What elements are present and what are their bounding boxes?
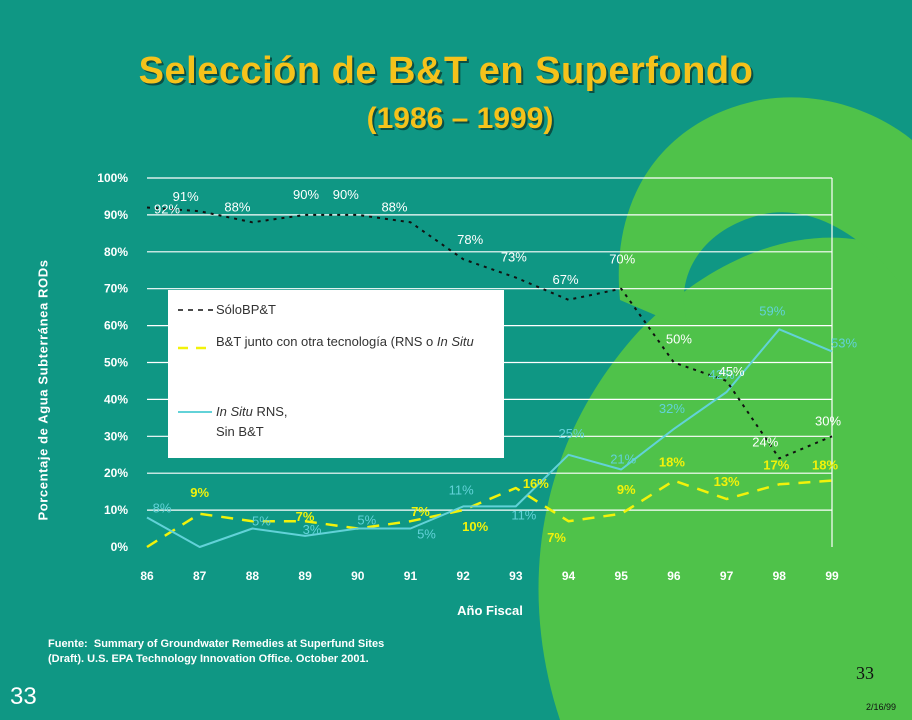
data-label-bt_rns: 18% <box>812 458 838 473</box>
data-label-bt_rns: 10% <box>462 519 488 534</box>
y-tick-label: 30% <box>104 429 128 443</box>
x-tick-label: 88 <box>246 569 260 583</box>
chart-legend: SóloBP&T B&T junto con otra tecnología (… <box>168 290 504 458</box>
data-label-bpt: 78% <box>457 232 483 247</box>
data-label-bt_rns: 9% <box>190 485 209 500</box>
legend-label-bpt: SóloBP&T <box>216 302 276 317</box>
data-label-bpt: 50% <box>666 332 692 347</box>
source-note: Fuente: Summary of Groundwater Remedies … <box>48 637 388 667</box>
legend-label-insitu: RNS, <box>252 404 288 419</box>
data-label-bpt: 73% <box>501 250 527 265</box>
data-label-bpt: 70% <box>609 252 635 267</box>
data-label-bt_rns: 7% <box>296 509 315 524</box>
y-tick-label: 70% <box>104 282 128 296</box>
x-tick-label: 93 <box>509 569 523 583</box>
data-label-insitu: 42% <box>709 367 735 382</box>
page-number-left: 33 <box>10 683 37 710</box>
y-tick-label: 0% <box>111 540 129 554</box>
slide-date: 2/16/99 <box>866 702 897 712</box>
legend-swatch-bpt <box>178 309 214 311</box>
x-tick-label: 95 <box>615 569 629 583</box>
source-label: Fuente: <box>48 638 88 650</box>
series-line-insitu <box>146 328 833 548</box>
data-label-bpt: 90% <box>333 187 359 202</box>
data-label-insitu: 32% <box>659 401 685 416</box>
data-label-bt_rns: 7% <box>411 504 430 519</box>
data-label-bpt: 88% <box>381 199 407 214</box>
y-tick-label: 40% <box>104 392 128 406</box>
data-label-bpt: 88% <box>224 199 250 214</box>
x-tick-label: 87 <box>193 569 207 583</box>
data-label-bpt: 92% <box>154 202 180 217</box>
legend-item-bpt: SóloBP&T <box>178 300 498 320</box>
legend-label-bt-rns: B&T junto con otra tecnología (RNS o <box>216 334 437 349</box>
data-label-bt_rns: 7% <box>547 530 566 545</box>
series-line-bpt <box>146 206 833 460</box>
source-text: Summary of Groundwater Remedies at Super… <box>48 638 385 665</box>
data-label-insitu: 3% <box>303 522 322 537</box>
series-line-bt_rns <box>146 479 833 549</box>
data-label-bt_rns: 9% <box>617 482 636 497</box>
data-label-insitu: 11% <box>511 507 536 522</box>
data-label-bt_rns: 16% <box>523 476 549 491</box>
data-label-insitu: 5% <box>252 514 271 529</box>
page-number-right: 33 <box>856 663 874 683</box>
x-tick-label: 89 <box>298 569 312 583</box>
legend-swatch-bt-rns <box>178 346 214 350</box>
y-tick-label: 10% <box>104 503 128 517</box>
data-label-bpt: 45% <box>719 364 745 379</box>
x-axis-label: Año Fiscal <box>457 603 523 618</box>
y-tick-label: 50% <box>104 356 128 370</box>
y-tick-label: 100% <box>97 171 128 185</box>
x-tick-label: 86 <box>140 569 154 583</box>
data-label-insitu: 11% <box>449 482 474 497</box>
page-subtitle: (1986 – 1999) <box>366 102 554 135</box>
data-label-insitu: 8% <box>153 500 172 515</box>
data-label-bpt: 91% <box>173 189 199 204</box>
data-label-bpt: 24% <box>752 434 778 449</box>
x-tick-label: 91 <box>404 569 418 583</box>
data-label-bt_rns: 18% <box>659 455 685 470</box>
y-tick-label: 20% <box>104 466 128 480</box>
data-label-bpt: 90% <box>293 187 319 202</box>
legend-label-bt-rns-italic: In Situ <box>436 334 474 349</box>
legend-item-bt-rns: B&T junto con otra tecnología (RNS o In … <box>178 332 498 372</box>
legend-label-insitu-line2: Sin B&T <box>216 424 264 439</box>
x-tick-label: 90 <box>351 569 365 583</box>
x-tick-label: 99 <box>825 569 839 583</box>
x-tick-label: 98 <box>773 569 787 583</box>
page-title: Selección de B&T en Superfondo <box>138 50 754 92</box>
data-label-bpt: 30% <box>815 413 841 428</box>
x-tick-label: 96 <box>667 569 681 583</box>
data-label-insitu: 53% <box>831 335 857 350</box>
green-curl-shape <box>618 97 912 331</box>
data-label-insitu: 59% <box>759 303 785 318</box>
legend-swatch-insitu <box>178 411 212 413</box>
legend-item-insitu: In Situ RNS, Sin B&T <box>178 402 498 442</box>
data-label-insitu: 5% <box>357 513 376 528</box>
data-label-insitu: 21% <box>610 452 636 467</box>
data-label-insitu: 5% <box>417 527 436 542</box>
data-label-bt_rns: 13% <box>714 474 740 489</box>
y-tick-label: 80% <box>104 245 128 259</box>
green-swirl-shape <box>538 237 912 720</box>
y-axis-label: Porcentaje de Agua Subterránea RODs <box>35 259 51 521</box>
legend-label-insitu-italic: In Situ <box>216 404 253 419</box>
y-tick-label: 90% <box>104 208 128 222</box>
x-tick-label: 92 <box>456 569 470 583</box>
x-tick-label: 94 <box>562 569 576 583</box>
data-label-insitu: 25% <box>559 426 585 441</box>
y-tick-label: 60% <box>104 319 128 333</box>
data-label-bpt: 67% <box>553 272 579 287</box>
data-label-bt_rns: 17% <box>763 457 789 472</box>
x-tick-label: 97 <box>720 569 734 583</box>
